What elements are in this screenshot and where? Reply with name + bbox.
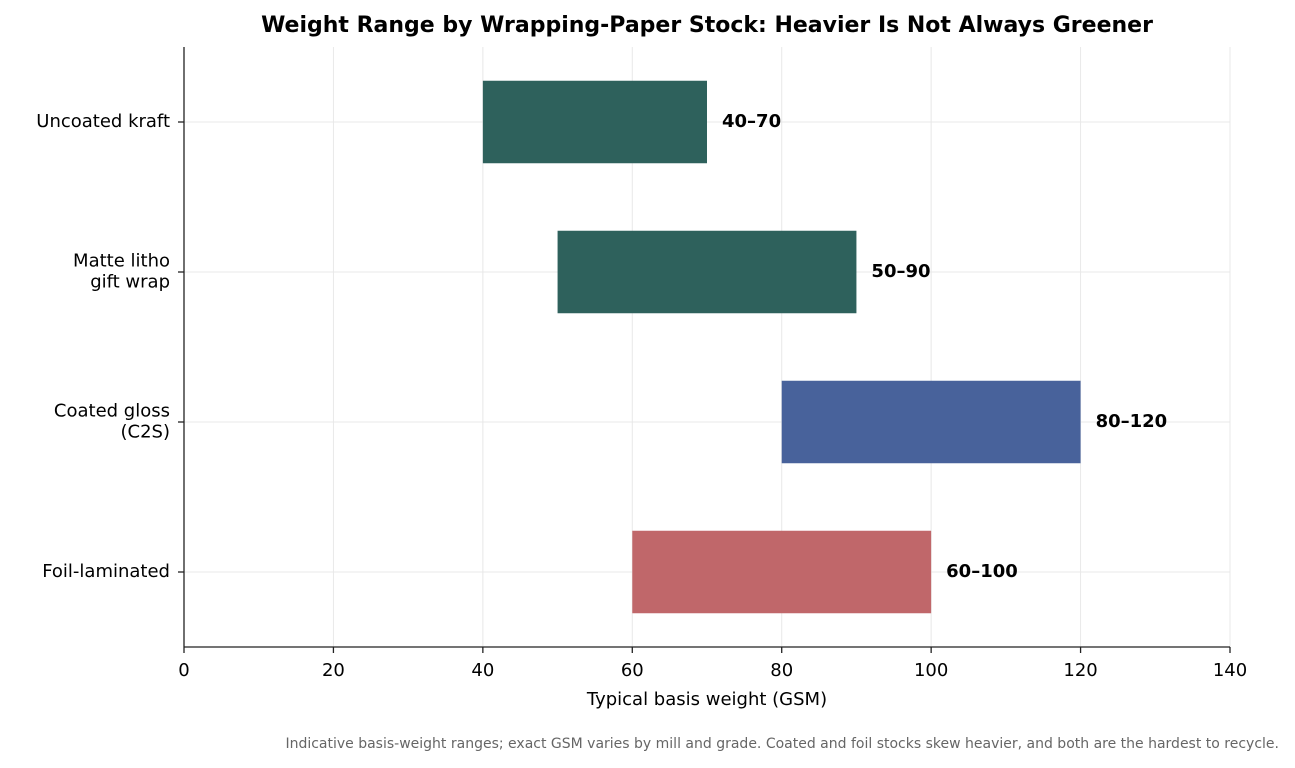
x-tick-label: 120 (1063, 660, 1097, 681)
range-bar (557, 230, 857, 314)
x-tick-label: 60 (621, 660, 644, 681)
y-tick-label: Matte litho gift wrap (73, 251, 170, 293)
x-axis-label: Typical basis weight (GSM) (586, 689, 827, 710)
x-tick-label: 40 (471, 660, 494, 681)
y-tick-label: Uncoated kraft (36, 111, 170, 132)
value-label: 50–90 (871, 261, 930, 282)
x-tick-label: 140 (1213, 660, 1247, 681)
y-tick-label: Coated gloss (C2S) (54, 401, 170, 443)
value-label: 40–70 (722, 111, 781, 132)
chart-title: Weight Range by Wrapping-Paper Stock: He… (261, 13, 1153, 38)
value-label: 80–120 (1096, 411, 1168, 432)
range-bar (781, 380, 1081, 464)
range-bar (632, 530, 932, 614)
x-tick-label: 100 (914, 660, 948, 681)
x-tick-label: 0 (178, 660, 189, 681)
x-tick-label: 80 (770, 660, 793, 681)
y-tick-label: Foil-laminated (42, 561, 170, 582)
range-bar (482, 80, 707, 164)
x-tick-label: 20 (322, 660, 345, 681)
footnote: Indicative basis-weight ranges; exact GS… (285, 736, 1279, 752)
value-label: 60–100 (946, 561, 1018, 582)
